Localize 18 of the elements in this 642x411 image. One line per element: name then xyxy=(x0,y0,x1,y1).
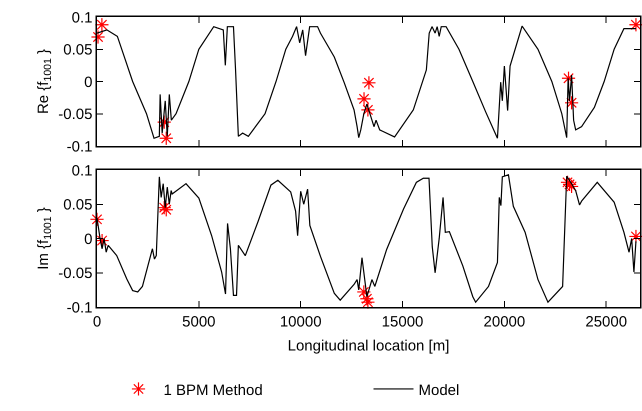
x-tick-label: 20000 xyxy=(484,314,526,330)
x-tick-label: 10000 xyxy=(280,314,322,330)
x-tick-label: 5000 xyxy=(182,314,216,330)
y-tick-label: 0.1 xyxy=(72,162,92,180)
y-tick-label: 0.05 xyxy=(63,42,92,58)
y-tick-label: 0.1 xyxy=(72,9,92,26)
y-tick-label: 0 xyxy=(84,230,92,248)
y-tick-label: -0.05 xyxy=(58,106,92,123)
y-tick-label: 0 xyxy=(84,74,92,91)
legend-label: 1 BPM Method xyxy=(164,382,263,399)
x-tick-label: 25000 xyxy=(585,314,628,330)
legend-label: Model xyxy=(418,382,460,399)
y-tick-label: 0.05 xyxy=(63,196,92,214)
y-tick-label: -0.1 xyxy=(66,138,92,156)
x-tick-label: 15000 xyxy=(382,314,424,330)
x-axis-title: Longitudinal location [m] xyxy=(288,337,450,354)
y-tick-label: -0.1 xyxy=(66,299,92,316)
y-tick-label: -0.05 xyxy=(58,265,92,282)
